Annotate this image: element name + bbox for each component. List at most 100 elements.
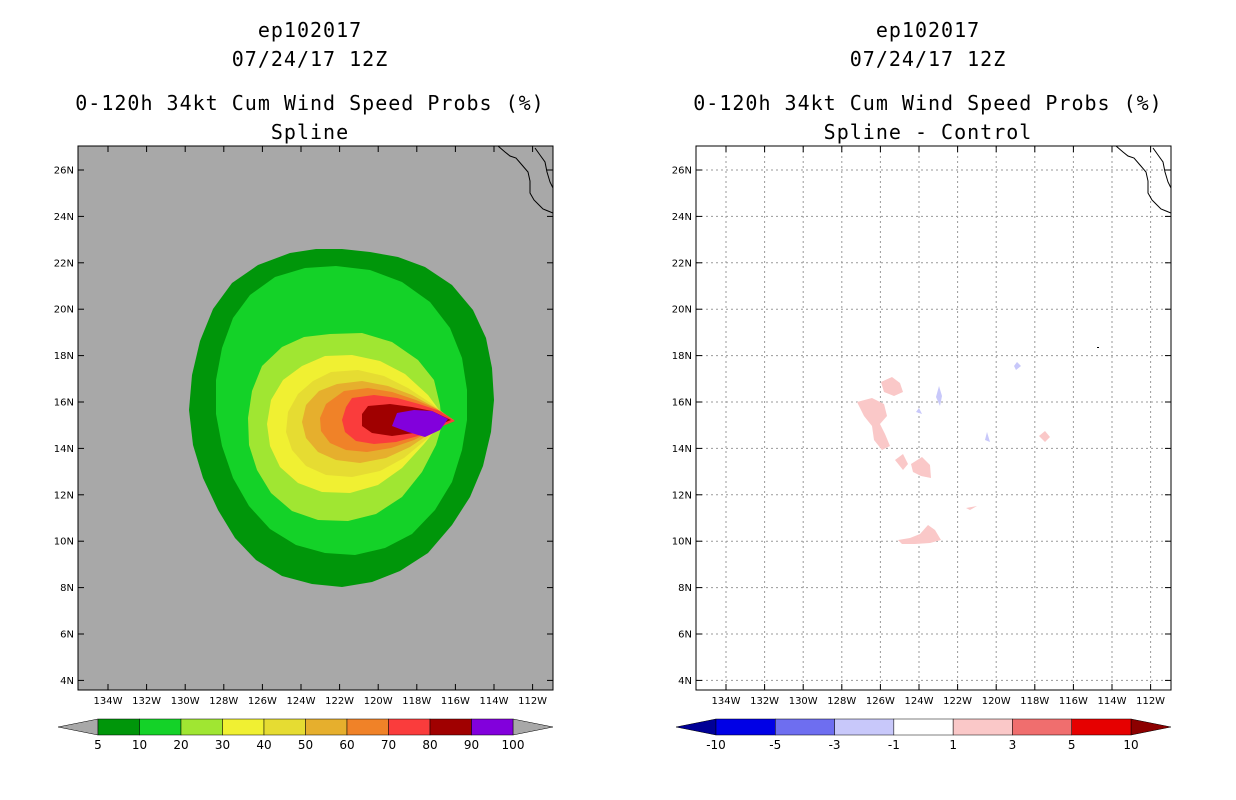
colorbar-swatch xyxy=(180,718,223,736)
colorbar-label: -3 xyxy=(829,738,841,752)
lon-label: 126W xyxy=(866,696,895,707)
lat-label: 16N xyxy=(672,398,692,409)
lat-label: 4N xyxy=(678,676,692,687)
colorbar-swatch xyxy=(222,718,265,736)
colorbar-swatch xyxy=(429,718,472,736)
right-colorbar: -10 -5 -3 -1 1 3 5 10 xyxy=(675,718,1172,752)
colorbar-swatch xyxy=(471,718,514,736)
lat-label: 14N xyxy=(672,444,692,455)
colorbar-label: 30 xyxy=(215,738,230,752)
colorbar-under-triangle xyxy=(57,718,99,736)
lat-label: 4N xyxy=(60,676,74,687)
panel-2-datetime: 07/24/17 12Z xyxy=(849,47,1007,71)
coastline-left xyxy=(497,146,553,214)
lon-label: 114W xyxy=(1098,696,1127,707)
lat-label: 6N xyxy=(60,630,74,641)
panel-1-storm-id: ep102017 xyxy=(257,18,363,42)
colorbar-swatch xyxy=(139,718,182,736)
right-map-background xyxy=(696,146,1171,690)
lat-label: 10N xyxy=(54,537,74,548)
lat-label: 16N xyxy=(54,398,74,409)
lon-label: 128W xyxy=(209,696,238,707)
panel-1-datetime: 07/24/17 12Z xyxy=(231,47,389,71)
colorbar-label: 5 xyxy=(1068,738,1076,752)
colorbar-label: -5 xyxy=(769,738,781,752)
contour-90 xyxy=(392,410,448,437)
diff-negative-patch xyxy=(1014,362,1021,370)
lat-label: 14N xyxy=(54,444,74,455)
lon-label: 132W xyxy=(132,696,161,707)
colorbar-label: 5 xyxy=(94,738,102,752)
lon-label: 122W xyxy=(325,696,354,707)
lon-label: 128W xyxy=(827,696,856,707)
left-axes: 134W 132W 130W 128W 126W 124W 122W 120W 118W 116W… xyxy=(54,146,553,707)
colorbar-swatch xyxy=(97,718,140,736)
right-gridlines xyxy=(696,146,1171,690)
lat-label: 18N xyxy=(672,351,692,362)
colorbar-label: 20 xyxy=(173,738,188,752)
lon-label: 122W xyxy=(943,696,972,707)
left-map-frame xyxy=(77,145,554,691)
colorbar-label: 70 xyxy=(381,738,396,752)
difference-contours xyxy=(857,146,1171,544)
lat-label: 22N xyxy=(672,258,692,269)
lon-label: 130W xyxy=(789,696,818,707)
lat-label: 8N xyxy=(60,583,74,594)
colorbar-label: 10 xyxy=(1123,738,1138,752)
colorbar-swatch xyxy=(263,718,306,736)
lon-label: 124W xyxy=(287,696,316,707)
lat-label: 6N xyxy=(678,630,692,641)
colorbar-swatch xyxy=(346,718,389,736)
right-axes: 134W 132W 130W 128W 126W 124W 122W 120W 118W 116W… xyxy=(672,146,1171,707)
colorbar-label: 40 xyxy=(256,738,271,752)
lat-label: 8N xyxy=(678,583,692,594)
colorbar-swatch xyxy=(1012,718,1072,736)
colorbar-over-triangle xyxy=(512,718,554,736)
lon-label: 132W xyxy=(750,696,779,707)
lat-label: 12N xyxy=(672,490,692,501)
colorbar-swatch xyxy=(388,718,431,736)
colorbar-swatch xyxy=(305,718,348,736)
colorbar-label: -1 xyxy=(888,738,900,752)
lon-label: 118W xyxy=(402,696,431,707)
coastline-right xyxy=(1115,146,1171,214)
diff-positive-patch xyxy=(966,506,977,510)
colorbar-label: 50 xyxy=(298,738,313,752)
lat-label: 20N xyxy=(54,305,74,316)
colorbar-swatch xyxy=(1071,718,1132,736)
colorbar-label: 10 xyxy=(132,738,147,752)
panel-2-subtitle: Spline - Control xyxy=(823,120,1033,144)
colorbar-swatch xyxy=(952,718,1013,736)
lat-label: 20N xyxy=(672,305,692,316)
panel-2-product: 0-120h 34kt Cum Wind Speed Probs (%) xyxy=(693,91,1163,115)
lon-label: 124W xyxy=(905,696,934,707)
diff-dot xyxy=(1097,347,1099,348)
colorbar-label: -10 xyxy=(706,738,726,752)
lat-label: 18N xyxy=(54,351,74,362)
lon-label: 116W xyxy=(1059,696,1088,707)
lon-label: 126W xyxy=(248,696,277,707)
lat-label: 22N xyxy=(54,258,74,269)
colorbar-swatch xyxy=(715,718,776,736)
diff-positive-patch xyxy=(895,454,908,470)
lon-label: 116W xyxy=(441,696,470,707)
probability-contours xyxy=(189,146,553,587)
lon-label: 118W xyxy=(1020,696,1049,707)
colorbar-label: 100 xyxy=(502,738,525,752)
panel-2-storm-id: ep102017 xyxy=(875,18,981,42)
lat-label: 26N xyxy=(672,166,692,177)
diff-negative-patch xyxy=(916,408,922,414)
lon-label: 134W xyxy=(712,696,741,707)
colorbar-label: 3 xyxy=(1009,738,1017,752)
colorbar-label: 1 xyxy=(949,738,957,752)
lon-label: 134W xyxy=(94,696,123,707)
right-map-panel: 134W 132W 130W 128W 126W 124W 122W 120W 118W 116W… xyxy=(672,145,1172,707)
lat-label: 26N xyxy=(54,166,74,177)
colorbar-over-triangle xyxy=(1130,718,1172,736)
lon-label: 130W xyxy=(171,696,200,707)
lat-label: 12N xyxy=(54,490,74,501)
colorbar-under-triangle xyxy=(675,718,717,736)
lat-label: 24N xyxy=(54,212,74,223)
diff-positive-patch xyxy=(898,525,941,544)
colorbar-label: 60 xyxy=(339,738,354,752)
